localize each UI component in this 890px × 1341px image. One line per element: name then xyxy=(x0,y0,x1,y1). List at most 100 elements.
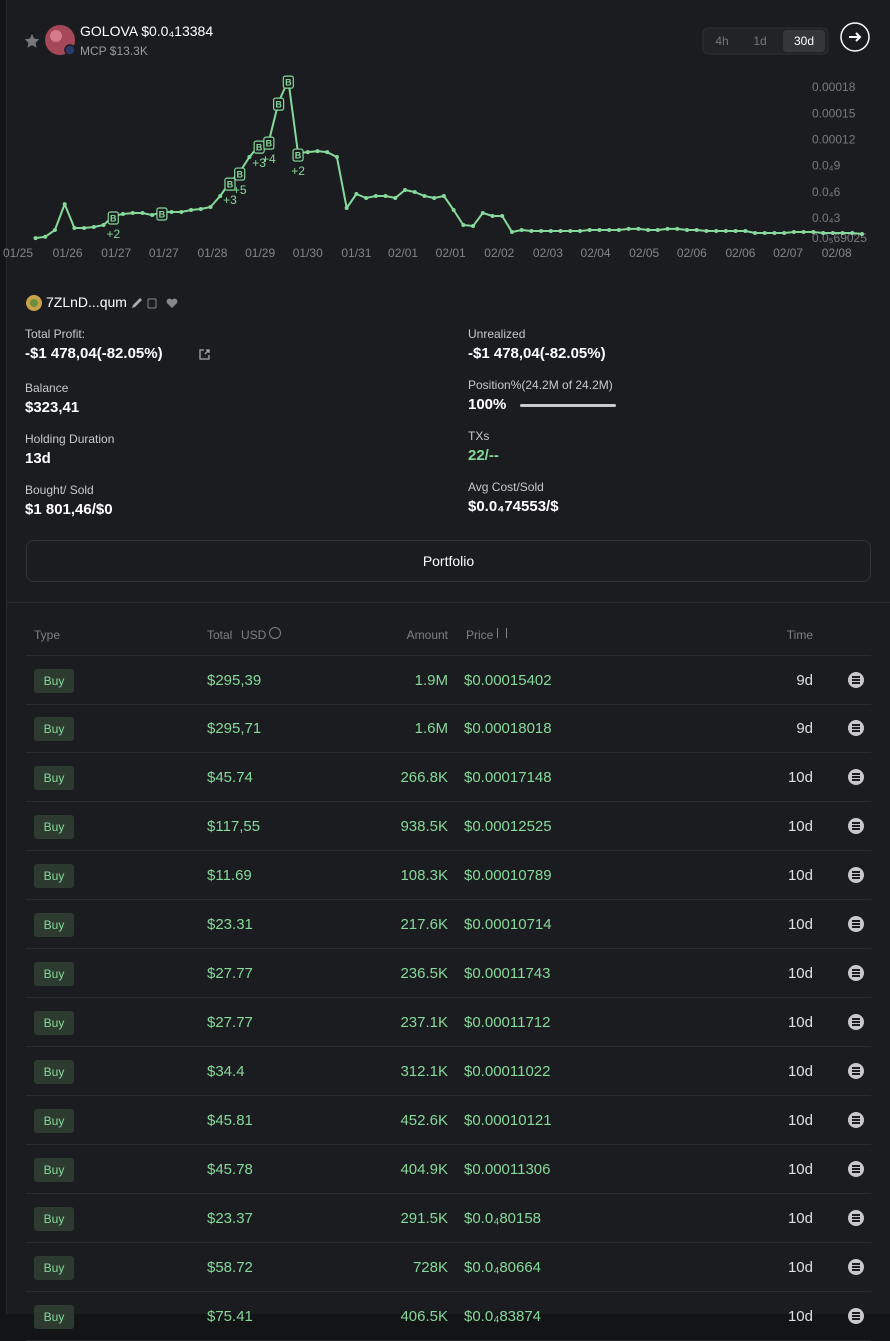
row-menu[interactable] xyxy=(848,1259,864,1275)
price-point xyxy=(850,231,855,236)
timeframe-button[interactable]: 4h xyxy=(715,34,729,48)
buy-marker-count: +5 xyxy=(233,183,247,197)
portfolio-button[interactable]: Portfolio xyxy=(26,540,871,582)
trade-row: Buy $295,71 1.6M $0.00018018 9d xyxy=(26,704,871,753)
row-menu[interactable] xyxy=(848,1014,864,1030)
buy-marker xyxy=(234,167,246,181)
plot-area: 0.000180.000150.000120.0₄90.0₄60.0₄30.0₅… xyxy=(3,75,867,260)
menu-line xyxy=(852,776,860,778)
x-tick-label: 01/25 xyxy=(3,246,33,260)
row-menu[interactable] xyxy=(848,1063,864,1079)
copy-icon[interactable] xyxy=(147,298,157,309)
row-menu[interactable] xyxy=(848,1210,864,1226)
stat-value: 13d xyxy=(25,450,51,467)
menu-line xyxy=(852,1021,860,1023)
row-menu[interactable] xyxy=(848,672,864,688)
star-icon[interactable] xyxy=(24,34,40,48)
price-point xyxy=(587,227,592,232)
row-menu[interactable] xyxy=(848,965,864,981)
trade-price: $0.00010789 xyxy=(464,867,552,884)
price-point xyxy=(432,196,437,201)
arrow-icon xyxy=(849,32,862,42)
price-point xyxy=(471,224,476,229)
row-menu[interactable] xyxy=(848,769,864,785)
trade-price: $0.00012525 xyxy=(464,818,552,835)
row-menu[interactable] xyxy=(848,1308,864,1324)
token-symbol: GOLOVA xyxy=(80,23,138,39)
row-menu[interactable] xyxy=(848,818,864,834)
price-point xyxy=(675,226,680,231)
x-tick-label: 02/07 xyxy=(773,246,803,260)
menu-line xyxy=(852,1024,860,1026)
price-point xyxy=(43,234,48,239)
x-tick-label: 01/31 xyxy=(341,246,371,260)
favorite-icon[interactable] xyxy=(166,298,178,308)
price-point xyxy=(62,202,67,207)
buy-marker-label: B xyxy=(295,151,302,161)
edit-icon[interactable] xyxy=(132,298,142,308)
price-point xyxy=(568,229,573,234)
price-point xyxy=(189,207,194,212)
price-point xyxy=(782,231,787,236)
price-point xyxy=(753,231,758,236)
column-header: Total xyxy=(207,628,233,642)
timeframe-button[interactable]: 30d xyxy=(783,30,825,52)
menu-line xyxy=(852,682,860,684)
market-cap: MCP $13.3K xyxy=(80,44,148,58)
row-menu[interactable] xyxy=(848,720,864,736)
trade-total: $23.31 xyxy=(207,916,253,933)
external-link-icon[interactable] xyxy=(198,348,211,361)
next-button[interactable] xyxy=(840,22,870,52)
menu-line xyxy=(852,1220,860,1222)
price-point xyxy=(33,236,38,241)
trade-amount: 312.1K xyxy=(400,1063,448,1080)
price-point xyxy=(393,196,398,201)
trade-type: Buy xyxy=(34,815,74,839)
row-menu[interactable] xyxy=(848,916,864,932)
menu-line xyxy=(852,676,860,678)
menu-line xyxy=(852,1119,860,1121)
price-point xyxy=(607,227,612,232)
buy-marker-label: B xyxy=(227,180,234,190)
row-menu[interactable] xyxy=(848,867,864,883)
currency-toggle[interactable] xyxy=(269,627,281,639)
buy-marker xyxy=(292,148,304,162)
price-point xyxy=(402,188,407,193)
price-point xyxy=(646,227,651,232)
menu-line xyxy=(852,1266,860,1268)
trade-type: Buy xyxy=(34,717,74,741)
price-point xyxy=(860,231,864,236)
timeframe-button[interactable]: 1d xyxy=(753,34,767,48)
buy-marker xyxy=(263,136,275,150)
trade-total: $295,71 xyxy=(207,720,262,737)
price-point xyxy=(82,226,87,231)
price-point xyxy=(791,229,796,234)
price-point xyxy=(354,192,359,197)
buy-marker-count: +4 xyxy=(262,152,276,166)
menu-line xyxy=(852,1171,860,1173)
menu-line xyxy=(852,874,860,876)
trade-total: $45.78 xyxy=(207,1161,253,1178)
price-point xyxy=(626,226,631,231)
trade-row: Buy $23.31 217.6K $0.00010714 10d xyxy=(26,900,871,949)
price-point xyxy=(179,210,184,215)
trade-row: Buy $75.41 406.5K $0.0₄83874 10d xyxy=(26,1292,871,1341)
price-point xyxy=(169,210,174,215)
trade-price: $0.00017148 xyxy=(464,769,552,786)
buy-marker-label: B xyxy=(266,139,273,149)
buy-marker-label: B xyxy=(110,214,117,224)
trade-total: $295,39 xyxy=(207,672,262,689)
y-tick-label: 0.00015 xyxy=(812,106,856,120)
trade-amount: 108.3K xyxy=(400,867,448,884)
sort-icon[interactable] xyxy=(497,628,507,638)
row-menu[interactable] xyxy=(848,1112,864,1128)
x-tick-label: 02/01 xyxy=(388,246,418,260)
price-point xyxy=(91,225,96,230)
menu-line xyxy=(852,724,860,726)
token-price: $0.0₄13384 xyxy=(141,23,214,39)
trade-type: Buy xyxy=(34,1011,74,1035)
row-menu[interactable] xyxy=(848,1161,864,1177)
buy-marker-count: +2 xyxy=(291,164,305,178)
trade-amount: 1.6M xyxy=(414,720,448,737)
stat-label: Position%(24.2M of 24.2M) xyxy=(468,378,613,392)
